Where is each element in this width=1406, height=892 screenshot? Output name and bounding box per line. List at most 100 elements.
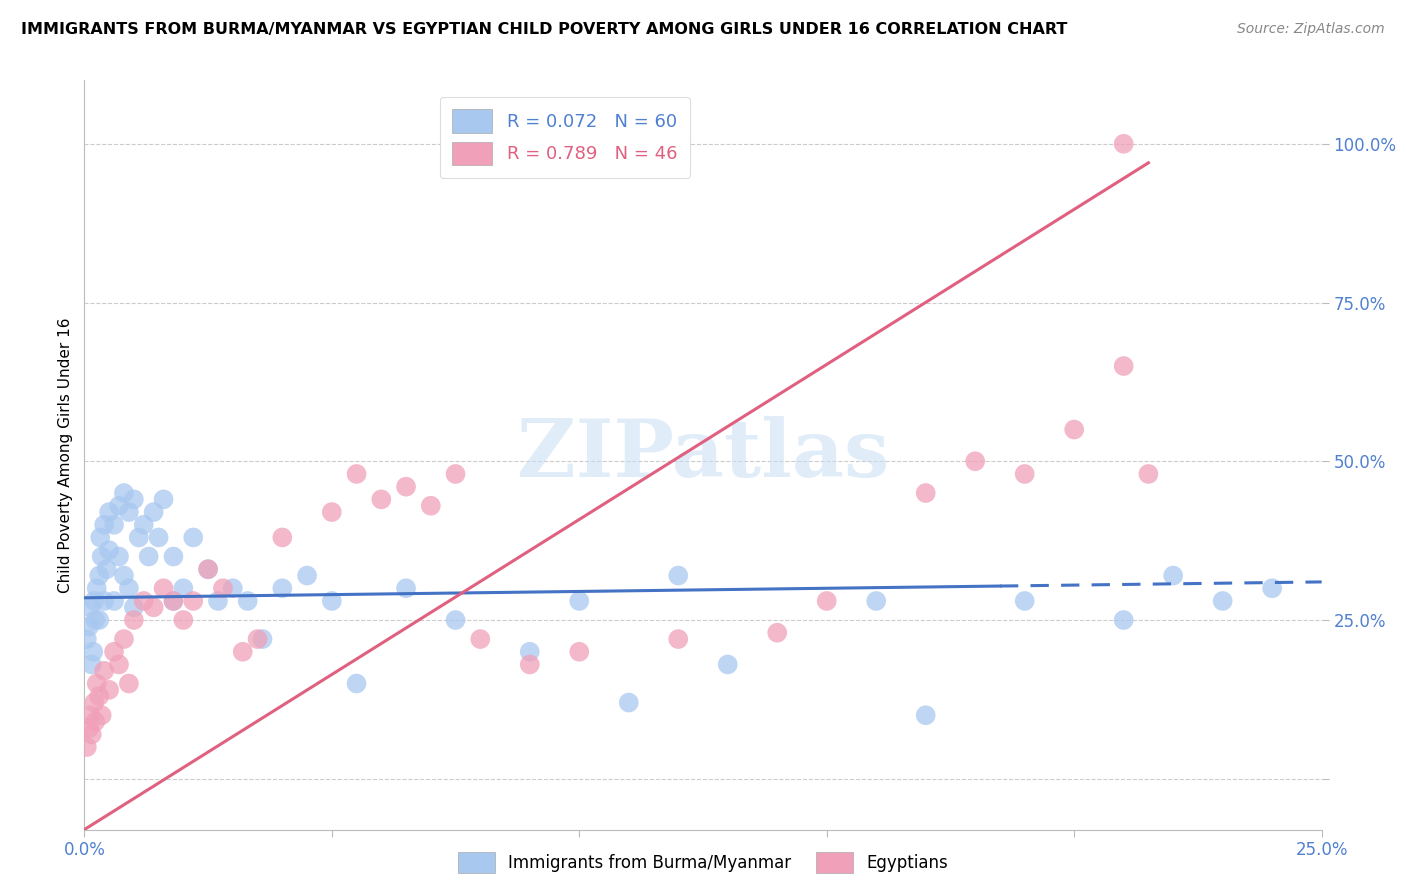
Point: [1112, 136, 1135, 151]
Point: [98, 682, 121, 697]
Point: [207, 594, 229, 608]
Point: [666, 568, 689, 582]
Point: [295, 568, 318, 582]
Point: [346, 467, 368, 481]
Point: [717, 657, 740, 672]
Point: [108, 499, 131, 513]
Point: [118, 676, 141, 690]
Point: [84, 714, 107, 729]
Point: [89, 568, 111, 582]
Point: [519, 645, 541, 659]
Point: [80, 657, 103, 672]
Point: [132, 594, 155, 608]
Point: [108, 657, 131, 672]
Point: [370, 492, 392, 507]
Point: [865, 594, 887, 608]
Point: [83, 594, 105, 608]
Point: [122, 492, 145, 507]
Point: [83, 696, 105, 710]
Legend: R = 0.072   N = 60, R = 0.789   N = 46: R = 0.072 N = 60, R = 0.789 N = 46: [440, 97, 690, 178]
Point: [118, 505, 141, 519]
Point: [444, 467, 467, 481]
Point: [232, 645, 254, 659]
Point: [90, 549, 112, 564]
Text: ZIPatlas: ZIPatlas: [517, 416, 889, 494]
Point: [103, 645, 125, 659]
Point: [1112, 613, 1135, 627]
Point: [271, 531, 294, 545]
Point: [128, 531, 150, 545]
Point: [118, 581, 141, 595]
Point: [568, 645, 591, 659]
Point: [103, 517, 125, 532]
Point: [162, 594, 184, 608]
Point: [142, 600, 165, 615]
Point: [89, 531, 111, 545]
Point: [148, 531, 170, 545]
Point: [181, 594, 204, 608]
Point: [815, 594, 838, 608]
Point: [122, 613, 145, 627]
Point: [79, 600, 101, 615]
Point: [1063, 423, 1085, 437]
Point: [346, 676, 368, 690]
Point: [1014, 594, 1036, 608]
Point: [132, 517, 155, 532]
Point: [76, 632, 98, 646]
Point: [93, 594, 115, 608]
Point: [98, 543, 121, 558]
Point: [1112, 359, 1135, 373]
Point: [212, 581, 235, 595]
Point: [914, 708, 936, 723]
Point: [766, 625, 789, 640]
Point: [1137, 467, 1160, 481]
Point: [152, 492, 174, 507]
Point: [965, 454, 987, 468]
Point: [395, 581, 418, 595]
Point: [142, 505, 165, 519]
Point: [1014, 467, 1036, 481]
Point: [419, 499, 441, 513]
Point: [93, 517, 115, 532]
Point: [246, 632, 269, 646]
Legend: Immigrants from Burma/Myanmar, Egyptians: Immigrants from Burma/Myanmar, Egyptians: [451, 846, 955, 880]
Point: [222, 581, 245, 595]
Point: [236, 594, 259, 608]
Point: [122, 600, 145, 615]
Point: [103, 594, 125, 608]
Point: [181, 531, 204, 545]
Point: [568, 594, 591, 608]
Point: [1161, 568, 1184, 582]
Point: [96, 562, 118, 576]
Point: [914, 486, 936, 500]
Point: [89, 690, 111, 704]
Point: [76, 739, 98, 754]
Point: [666, 632, 689, 646]
Point: [138, 549, 160, 564]
Point: [89, 613, 111, 627]
Point: [162, 549, 184, 564]
Point: [617, 696, 640, 710]
Point: [152, 581, 174, 595]
Point: [79, 721, 101, 735]
Point: [271, 581, 294, 595]
Point: [321, 505, 343, 519]
Point: [79, 708, 101, 723]
Point: [108, 549, 131, 564]
Point: [98, 505, 121, 519]
Point: [80, 727, 103, 741]
Point: [1212, 594, 1234, 608]
Point: [162, 594, 184, 608]
Point: [395, 480, 418, 494]
Point: [86, 581, 108, 595]
Point: [112, 632, 135, 646]
Point: [84, 613, 107, 627]
Point: [321, 594, 343, 608]
Text: Source: ZipAtlas.com: Source: ZipAtlas.com: [1237, 22, 1385, 37]
Point: [79, 619, 101, 633]
Point: [172, 613, 194, 627]
Point: [93, 664, 115, 678]
Point: [112, 486, 135, 500]
Y-axis label: Child Poverty Among Girls Under 16: Child Poverty Among Girls Under 16: [58, 318, 73, 592]
Point: [470, 632, 492, 646]
